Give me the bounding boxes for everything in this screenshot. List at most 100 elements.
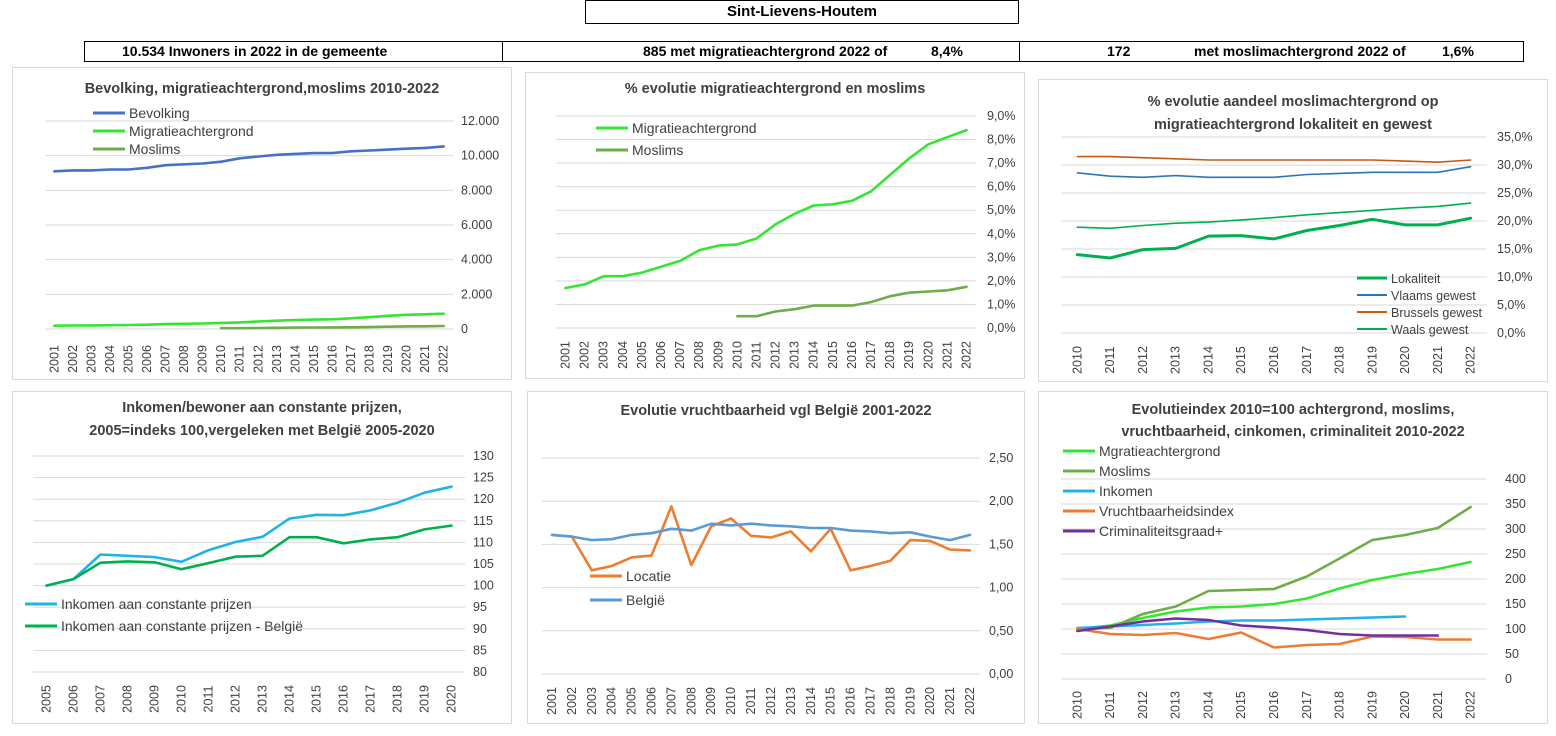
moslim-pct: 1,6%: [1442, 43, 1474, 59]
y-tick-label: 85: [473, 643, 487, 657]
series-line: [1076, 615, 1407, 630]
x-tick-label: 2005: [121, 345, 135, 373]
x-tick-label: 2016: [845, 341, 859, 369]
x-tick-label: 2020: [1398, 346, 1412, 374]
series-line: [219, 324, 445, 330]
chart-svg: % evolutie aandeel moslimachtergrond op m…: [1061, 94, 1532, 374]
legend-label: Locatie: [626, 568, 671, 584]
legend-label: Inkomen aan constante prijzen: [61, 596, 252, 612]
y-tick-label: 350: [1505, 497, 1526, 511]
x-tick-label: 2018: [363, 345, 377, 373]
series-line: [564, 128, 968, 290]
x-tick-label: 2012: [1136, 691, 1150, 719]
x-tick-label: 2012: [769, 341, 783, 369]
y-tick-label: 250: [1505, 547, 1526, 561]
legend-label: Moslims: [1099, 463, 1150, 479]
x-tick-label: 2014: [283, 685, 297, 713]
x-tick-label: 2007: [664, 687, 678, 715]
legend-label: Migratieachtergrond: [632, 120, 757, 136]
x-tick-label: 2014: [288, 345, 302, 373]
chart-panel-fertility: Evolutie vruchtbaarheid vgl België 2001-…: [527, 391, 1025, 724]
x-tick-label: 2013: [1169, 346, 1183, 374]
y-tick-label: 6,0%: [987, 180, 1016, 194]
series-line: [53, 312, 445, 327]
legend-label: Moslims: [632, 142, 683, 158]
legend-label: Inkomen: [1099, 483, 1153, 499]
x-tick-label: 2007: [159, 345, 173, 373]
x-tick-label: 2015: [826, 341, 840, 369]
x-tick-label: 2018: [883, 687, 897, 715]
x-tick-label: 2021: [1431, 691, 1445, 719]
y-tick-label: 9,0%: [987, 109, 1016, 123]
x-tick-label: 2008: [121, 685, 135, 713]
legend-label: Mgratieachtergrond: [1099, 443, 1220, 459]
inwoners-text: 10.534 Inwoners in 2022 in de gemeente: [122, 43, 388, 59]
x-tick-label: 2013: [784, 687, 798, 715]
y-tick-label: 3,0%: [987, 250, 1016, 264]
x-tick-label: 2008: [684, 687, 698, 715]
legend-label: Moslims: [129, 141, 180, 157]
x-tick-label: 2006: [654, 341, 668, 369]
x-tick-label: 2013: [256, 685, 270, 713]
y-tick-label: 2,0%: [987, 274, 1016, 288]
x-tick-label: 2017: [344, 345, 358, 373]
y-tick-label: 80: [473, 665, 487, 679]
y-tick-label: 1,00: [989, 581, 1013, 595]
y-tick-label: 90: [473, 622, 487, 636]
y-tick-label: 15,0%: [1497, 242, 1532, 256]
x-tick-label: 2010: [1070, 691, 1084, 719]
y-tick-label: 6.000: [461, 218, 492, 232]
chart-title: Bevolking, migratieachtergrond,moslims 2…: [85, 81, 440, 97]
x-tick-label: 2011: [202, 686, 216, 713]
x-tick-label: 2018: [1333, 346, 1347, 374]
x-tick-label: 2016: [844, 687, 858, 715]
legend-label: Inkomen aan constante prijzen - België: [61, 618, 303, 634]
series-line: [1076, 560, 1472, 631]
series-line: [1076, 627, 1472, 649]
y-tick-label: 30,0%: [1497, 158, 1532, 172]
chart-svg: Bevolking, migratieachtergrond,moslims 2…: [45, 81, 499, 373]
x-tick-label: 2016: [1267, 691, 1281, 719]
y-tick-label: 4.000: [461, 253, 492, 267]
x-tick-label: 2020: [445, 685, 459, 713]
x-tick-label: 2012: [764, 687, 778, 715]
x-tick-label: 2022: [959, 341, 973, 369]
y-tick-label: 100: [473, 579, 494, 593]
y-tick-label: 0,50: [989, 624, 1013, 638]
x-tick-label: 2017: [864, 687, 878, 715]
x-tick-label: 2019: [1365, 691, 1379, 719]
x-tick-label: 2003: [84, 345, 98, 373]
series-line: [1076, 155, 1472, 163]
info-divider: [502, 42, 503, 61]
y-tick-label: 1,50: [989, 537, 1013, 551]
x-tick-label: 2013: [788, 341, 802, 369]
y-tick-label: 50: [1505, 647, 1519, 661]
series-line: [45, 485, 453, 587]
x-tick-label: 2005: [635, 341, 649, 369]
series-line: [1076, 165, 1472, 179]
y-tick-label: 2.000: [461, 287, 492, 301]
moslim-text: met moslimachtergrond 2022 of: [1194, 43, 1406, 59]
x-tick-label: 2011: [1103, 692, 1117, 719]
y-tick-label: 12.000: [461, 114, 499, 128]
x-tick-label: 2002: [565, 687, 579, 715]
x-tick-label: 2018: [1333, 691, 1347, 719]
y-tick-label: 2,50: [989, 451, 1013, 465]
x-tick-label: 2017: [364, 685, 378, 713]
x-tick-label: 2018: [883, 341, 897, 369]
y-tick-label: 0: [461, 322, 468, 336]
x-tick-label: 2014: [1201, 346, 1215, 374]
x-tick-label: 2012: [229, 685, 243, 713]
x-tick-label: 2012: [251, 345, 265, 373]
chart-svg: % evolutie migratieachtergrond en moslim…: [556, 81, 1016, 369]
x-tick-label: 2016: [337, 685, 351, 713]
x-tick-label: 2010: [1070, 346, 1084, 374]
chart-svg: Inkomen/bewoner aan constante prijzen, 20…: [25, 400, 494, 713]
x-tick-label: 2016: [325, 345, 339, 373]
x-tick-label: 2014: [804, 687, 818, 715]
y-tick-label: 0: [1505, 672, 1512, 686]
x-tick-label: 2017: [1300, 691, 1314, 719]
legend-label: België: [626, 592, 665, 608]
chart-title: % evolutie migratieachtergrond en moslim…: [625, 81, 926, 97]
x-tick-label: 2001: [559, 341, 573, 369]
